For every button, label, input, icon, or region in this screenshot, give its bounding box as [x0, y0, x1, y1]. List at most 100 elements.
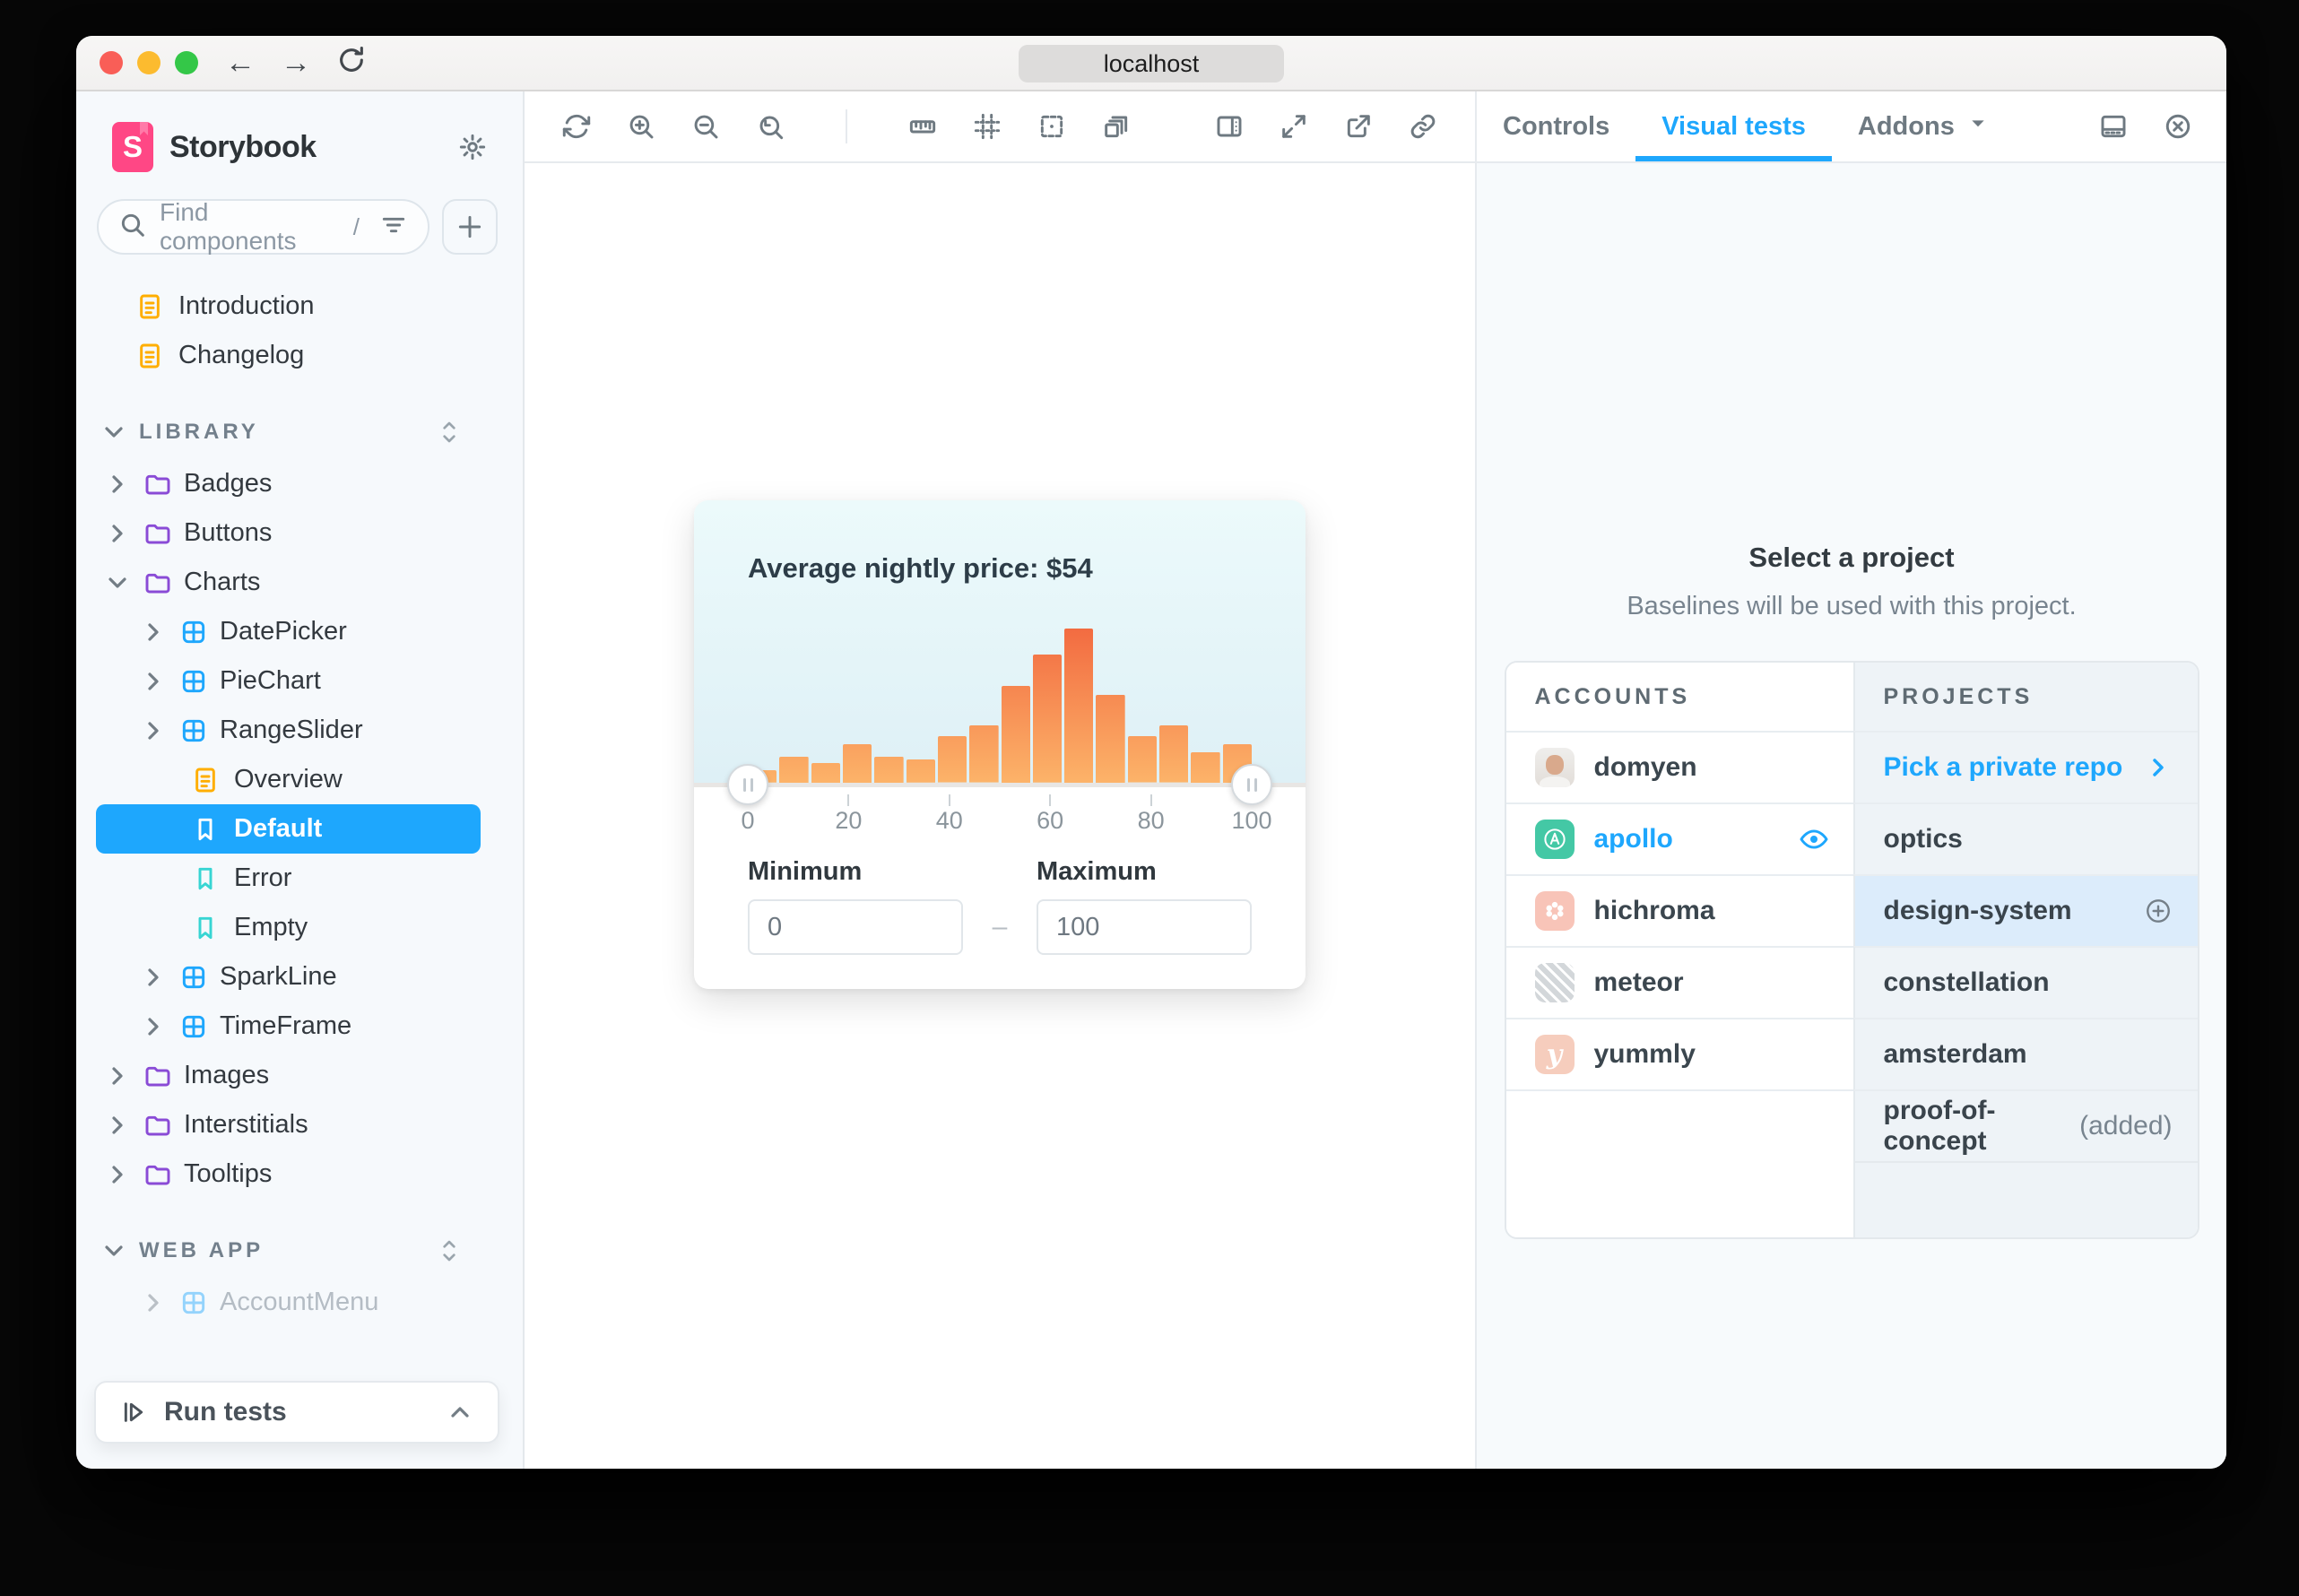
component-icon — [179, 716, 208, 745]
sidebar-item-accountmenu[interactable]: AccountMenu — [76, 1278, 496, 1327]
chevron-right-icon[interactable] — [103, 1160, 132, 1189]
project-row-constellation[interactable]: constellation — [1852, 946, 2198, 1018]
sidebar-item-empty[interactable]: Empty — [76, 903, 496, 952]
run-tests-button[interactable]: Run tests — [94, 1381, 499, 1444]
tab-controls[interactable]: Controls — [1477, 91, 1635, 161]
chevron-right-icon[interactable] — [139, 667, 168, 696]
chevron-right-icon[interactable] — [139, 1012, 168, 1041]
zoom-out-icon[interactable] — [690, 110, 722, 143]
sidebar-item-tooltips[interactable]: Tooltips — [76, 1149, 496, 1199]
gear-icon[interactable] — [455, 129, 490, 165]
item-label: Changelog — [178, 341, 305, 369]
account-row-yummly[interactable]: y yummly — [1505, 1018, 1853, 1089]
minimum-field[interactable]: 0 — [748, 899, 963, 955]
projects-table: ACCOUNTS PROJECTS domyen Pick a private rep… — [1504, 661, 2199, 1239]
sidebar-item-interstitials[interactable]: Interstitials — [76, 1100, 496, 1149]
back-icon[interactable]: ← — [225, 46, 256, 80]
sidebar-section-library[interactable]: LIBRARY — [76, 405, 496, 459]
minimize-window-button[interactable] — [137, 51, 160, 74]
project-row-proof-of-concept[interactable]: proof-of-concept (added) — [1852, 1089, 2198, 1161]
chevron-down-icon[interactable] — [100, 1236, 128, 1265]
account-row-domyen[interactable]: domyen — [1505, 731, 1853, 802]
url-bar[interactable]: localhost — [1019, 45, 1284, 82]
grid-icon[interactable] — [971, 110, 1003, 143]
sidebar-item-badges[interactable]: Badges — [76, 459, 496, 508]
chevron-right-blue-icon[interactable] — [2144, 753, 2173, 782]
close-window-button[interactable] — [100, 51, 123, 74]
chevron-right-icon[interactable] — [139, 1288, 168, 1317]
axis-label: 0 — [741, 807, 755, 834]
create-story-button[interactable] — [442, 199, 498, 255]
tab-addons[interactable]: Addons — [1832, 91, 2018, 161]
histogram-bar — [1032, 655, 1063, 783]
sidebar-item-overview[interactable]: Overview — [76, 755, 496, 804]
sidebar-section-web-app[interactable]: WEB APP — [76, 1224, 496, 1278]
chevron-down-icon[interactable] — [103, 568, 132, 597]
search-input[interactable]: Find components / — [97, 198, 429, 255]
story-link-icon[interactable] — [1407, 110, 1439, 143]
filter-icon[interactable] — [379, 211, 408, 244]
slider-handle-min[interactable] — [727, 764, 768, 805]
chevron-right-icon[interactable] — [139, 618, 168, 646]
chevron-up-icon[interactable] — [446, 1398, 474, 1427]
item-label: Error — [234, 863, 292, 892]
chevron-right-icon[interactable] — [139, 963, 168, 992]
sidebar-item-timeframe[interactable]: TimeFrame — [76, 1002, 496, 1051]
slider-handle-max[interactable] — [1231, 764, 1272, 805]
chevron-right-icon[interactable] — [103, 470, 132, 499]
sidebar-item-piechart[interactable]: PieChart — [76, 656, 496, 706]
open-canvas-icon[interactable] — [1342, 110, 1375, 143]
outline-icon[interactable] — [1036, 110, 1068, 143]
histogram-bar — [811, 762, 840, 783]
avatar-apollo — [1534, 820, 1575, 859]
project-row-optics[interactable]: optics — [1852, 802, 2198, 874]
zoom-reset-icon[interactable] — [754, 110, 786, 143]
chevron-right-icon[interactable] — [139, 716, 168, 745]
sidebar-item-sparkline[interactable]: SparkLine — [76, 952, 496, 1002]
maximize-window-button[interactable] — [175, 51, 198, 74]
project-row-pick-a-private-repo[interactable]: Pick a private repo — [1852, 731, 2198, 802]
sidebar-item-datepicker[interactable]: DatePicker — [76, 607, 496, 656]
sidebar-item-changelog[interactable]: Changelog — [76, 331, 496, 380]
item-label: SparkLine — [220, 962, 337, 991]
remount-icon[interactable] — [560, 110, 593, 143]
slider-track[interactable] — [694, 783, 1306, 787]
account-row-meteor[interactable]: meteor — [1505, 946, 1853, 1018]
chevron-down-icon[interactable] — [100, 418, 128, 447]
sidebar-item-error[interactable]: Error — [76, 854, 496, 903]
project-name[interactable]: Pick a private repo — [1883, 752, 2123, 782]
eye-icon[interactable] — [1800, 825, 1828, 854]
project-row-amsterdam[interactable]: amsterdam — [1852, 1018, 2198, 1089]
sort-icon[interactable] — [435, 1236, 464, 1265]
component-icon — [179, 1288, 208, 1317]
histogram-bar — [1064, 629, 1094, 783]
project-row-design-system[interactable]: design-system — [1852, 874, 2198, 946]
chevron-right-icon[interactable] — [103, 519, 132, 548]
sidebar-item-rangeslider[interactable]: RangeSlider — [76, 706, 496, 755]
histogram-bar — [1191, 751, 1220, 783]
close-panel-icon[interactable] — [2162, 110, 2194, 143]
account-row-apollo[interactable]: apollo — [1505, 802, 1853, 874]
plus-circle-icon[interactable] — [2144, 897, 2173, 925]
bottom-panel-icon[interactable] — [2097, 110, 2130, 143]
tab-visual-tests[interactable]: Visual tests — [1635, 91, 1832, 161]
panel-toggle-icon[interactable] — [1213, 110, 1245, 143]
measure-icon[interactable] — [907, 110, 939, 143]
chevron-right-icon[interactable] — [103, 1062, 132, 1090]
sidebar-item-buttons[interactable]: Buttons — [76, 508, 496, 558]
fullscreen-icon[interactable] — [1278, 110, 1310, 143]
viewports-icon[interactable] — [1100, 110, 1132, 143]
zoom-in-icon[interactable] — [625, 110, 657, 143]
sort-icon[interactable] — [435, 418, 464, 447]
account-row-hichroma[interactable]: hichroma — [1505, 874, 1853, 946]
sidebar-item-charts[interactable]: Charts — [76, 558, 496, 607]
histogram-bar — [874, 756, 904, 783]
maximum-field[interactable]: 100 — [1037, 899, 1252, 955]
forward-icon[interactable]: → — [281, 46, 311, 80]
sidebar-item-default[interactable]: Default — [96, 804, 481, 854]
sidebar-item-introduction[interactable]: Introduction — [76, 282, 496, 331]
reload-icon[interactable] — [336, 45, 367, 81]
chevron-right-icon[interactable] — [103, 1111, 132, 1140]
brand-title: Storybook — [169, 129, 317, 164]
sidebar-item-images[interactable]: Images — [76, 1051, 496, 1100]
